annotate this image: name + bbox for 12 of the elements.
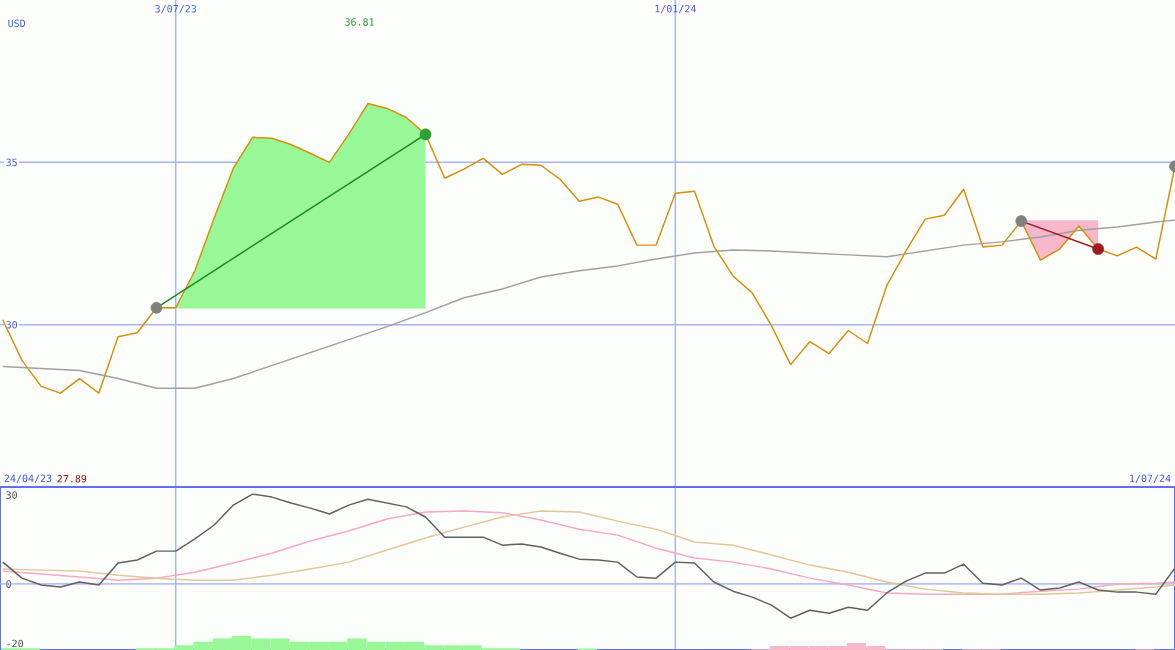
y-tick-label: 35 [6,158,17,167]
y-tick-label: 30 [6,491,17,499]
y-tick-label: 0 [6,580,11,588]
annotation: 1/07/24 [1130,474,1171,483]
x-tick-label: 3/07/23 [155,4,197,14]
x-tick-label: 1/01/24 [655,4,696,14]
annotation: 24/04/23 [4,474,52,483]
y-tick-label: -20 [7,639,24,648]
y-axis-title: USD [8,19,26,28]
y-tick-label: 30 [6,320,17,329]
annotation: 27.89 [57,474,87,483]
annotation: 36.81 [345,18,374,26]
